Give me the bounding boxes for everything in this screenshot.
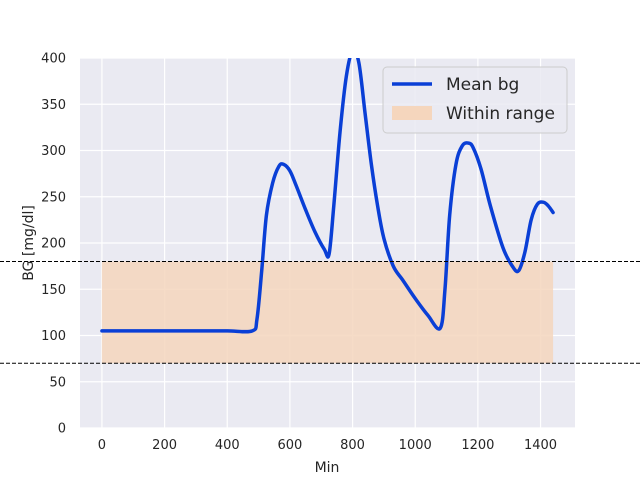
y-tick-label: 350	[41, 98, 66, 113]
x-axis-label: Min	[315, 460, 340, 476]
y-tick-label: 150	[41, 283, 66, 298]
y-tick-label: 250	[41, 190, 66, 205]
y-tick-label: 0	[58, 422, 66, 437]
range-band-layer	[101, 261, 554, 364]
x-tick-label: 200	[152, 438, 177, 453]
x-tick-label: 1400	[524, 438, 557, 453]
y-tick-label: 50	[49, 375, 66, 390]
series-layer	[100, 58, 555, 334]
series-line-mean-bg	[100, 58, 555, 334]
y-axis-label: BG [mg/dl]	[21, 205, 37, 281]
x-tick-label: 400	[215, 438, 240, 453]
x-tick-label: 1000	[399, 438, 432, 453]
y-tick-label: 400	[41, 52, 66, 67]
x-tick-label: 800	[340, 438, 365, 453]
y-tick-label: 100	[41, 329, 66, 344]
legend-label-mean-bg: Mean bg	[446, 75, 519, 95]
x-tick-label: 1200	[461, 438, 494, 453]
tick-labels: 0 200 400 600 800 1000 1200 1400 0 50 100 150 200 250…	[41, 52, 557, 454]
legend-label-within-range: Within range	[446, 104, 555, 124]
y-tick-label: 200	[41, 237, 66, 252]
legend-swatch-within-range	[392, 106, 432, 120]
reference-lines	[0, 261, 640, 364]
x-tick-label: 0	[98, 438, 106, 453]
within-range-band	[101, 261, 554, 364]
legend: Mean bg Within range	[382, 66, 568, 134]
x-tick-label: 600	[277, 438, 302, 453]
y-tick-label: 300	[41, 144, 66, 159]
